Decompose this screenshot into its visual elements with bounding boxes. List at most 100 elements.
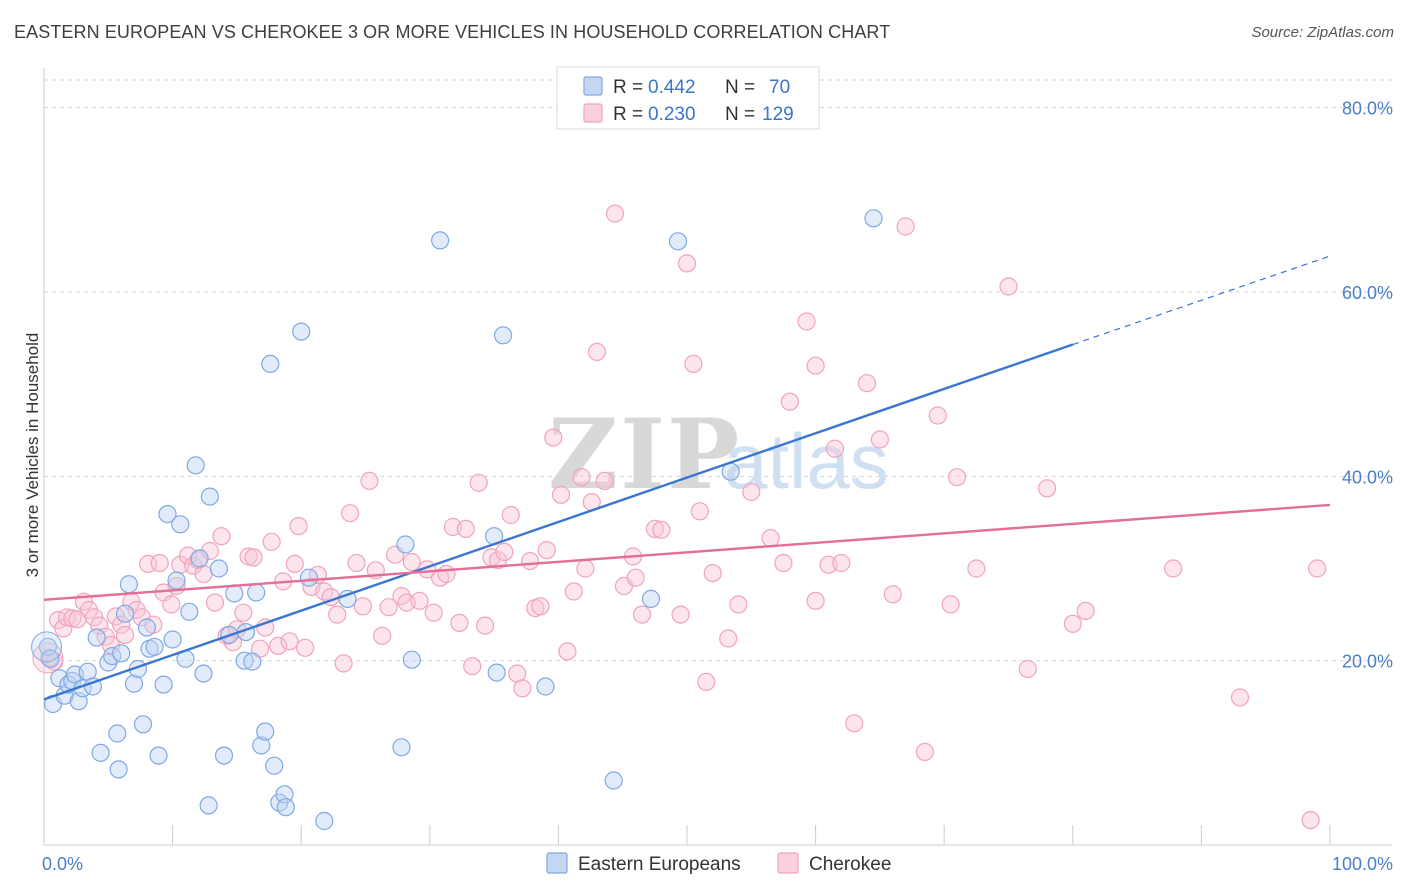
eastern-european-point-13 bbox=[91, 743, 110, 762]
y-tick-labels: 20.0% 40.0% 60.0% 80.0% bbox=[1342, 99, 1393, 672]
cherokee-point-128 bbox=[999, 277, 1018, 296]
cherokee-point-95 bbox=[605, 204, 625, 223]
eastern-european-point-58 bbox=[338, 589, 357, 609]
cherokee-point-81 bbox=[513, 679, 532, 698]
cherokee-point-106 bbox=[697, 672, 716, 692]
legend-swatch-pink bbox=[583, 103, 603, 123]
eastern-european-point-59 bbox=[392, 738, 411, 757]
cherokee-point-102 bbox=[671, 605, 690, 624]
cherokee-point-121 bbox=[883, 585, 902, 604]
y-tick-label-2: 60.0% bbox=[1342, 283, 1393, 303]
eastern-european-point-64 bbox=[487, 663, 506, 682]
series-legend: Eastern Europeans Cherokee bbox=[546, 852, 891, 875]
cherokee-point-132 bbox=[1076, 601, 1095, 621]
eastern-european-point-46 bbox=[243, 652, 262, 671]
cherokee-point-104 bbox=[684, 354, 703, 373]
y-axis-label: 3 or more Vehicles in Household bbox=[23, 333, 42, 578]
eastern-european-point-56 bbox=[299, 568, 318, 587]
eastern-european-point-29 bbox=[158, 504, 177, 524]
cherokee-point-57 bbox=[360, 471, 379, 490]
cherokee-point-60 bbox=[379, 598, 398, 617]
eastern-european-point-50 bbox=[261, 354, 280, 373]
series-legend-swatch-pink bbox=[777, 852, 799, 874]
cherokee-point-100 bbox=[645, 519, 665, 539]
eastern-european-point-19 bbox=[115, 604, 135, 623]
cherokee-point-15 bbox=[115, 625, 135, 645]
cherokee-point-21 bbox=[150, 553, 169, 573]
cherokee-point-114 bbox=[797, 312, 816, 331]
legend-n-label-2: N = bbox=[725, 104, 755, 125]
cherokee-point-111 bbox=[761, 528, 780, 548]
cherokee-point-29 bbox=[194, 564, 213, 584]
cherokee-point-44 bbox=[280, 632, 299, 651]
cherokee-point-31 bbox=[205, 593, 225, 612]
eastern-european-point-49 bbox=[256, 722, 275, 741]
source-credit: Source: ZipAtlas.com bbox=[1251, 24, 1394, 41]
eastern-european-point-38 bbox=[199, 796, 218, 815]
cherokee-point-36 bbox=[234, 603, 253, 622]
eastern-european-point-35 bbox=[186, 456, 205, 475]
cherokee-point-129 bbox=[1018, 659, 1037, 679]
eastern-european-trend-line bbox=[43, 343, 1074, 701]
eastern-european-point-53 bbox=[275, 785, 294, 804]
cherokee-point-94 bbox=[595, 471, 614, 490]
cherokee-point-119 bbox=[857, 374, 877, 393]
cherokee-point-103 bbox=[677, 254, 697, 273]
cherokee-point-130 bbox=[1037, 479, 1057, 498]
eastern-european-point-39 bbox=[200, 487, 219, 506]
cherokee-point-138 bbox=[825, 439, 845, 458]
cherokee-point-110 bbox=[742, 482, 761, 502]
eastern-european-point-23 bbox=[133, 715, 153, 734]
eastern-european-point-17 bbox=[109, 760, 128, 779]
x-tick-labels: 0.0% 100.0% bbox=[42, 854, 1393, 874]
cherokee-point-5 bbox=[63, 609, 82, 628]
cherokee-point-46 bbox=[289, 516, 308, 536]
eastern-european-point-27 bbox=[149, 746, 168, 765]
x-tick-label-0: 0.0% bbox=[42, 854, 83, 874]
cherokee-point-90 bbox=[572, 468, 591, 487]
eastern-european-point-47 bbox=[247, 583, 266, 602]
cherokee-point-137 bbox=[806, 356, 825, 375]
cherokee-point-136 bbox=[1307, 559, 1327, 578]
eastern-european-point-66 bbox=[536, 677, 555, 696]
eastern-european-point-31 bbox=[167, 571, 186, 590]
cherokee-point-85 bbox=[537, 540, 556, 560]
axes bbox=[43, 68, 1392, 846]
eastern-european-point-32 bbox=[171, 515, 190, 534]
cherokee-point-38 bbox=[244, 548, 263, 567]
cherokee-point-32 bbox=[212, 527, 231, 546]
legend-r-label-2: R = bbox=[613, 104, 643, 125]
x-tick-label-1: 100.0% bbox=[1332, 854, 1393, 874]
legend-n-label-1: N = bbox=[725, 77, 755, 98]
cherokee-point-117 bbox=[832, 553, 851, 573]
cherokee-point-67 bbox=[424, 603, 443, 622]
cherokee-point-82 bbox=[520, 551, 540, 571]
series-legend-label-1: Eastern Europeans bbox=[578, 854, 741, 875]
eastern-european-trend-extension bbox=[1072, 255, 1331, 346]
cherokee-point-53 bbox=[334, 654, 353, 673]
eastern-european-point-67 bbox=[604, 771, 623, 790]
cherokee-point-113 bbox=[780, 392, 800, 411]
cherokee-point-135 bbox=[1301, 810, 1320, 830]
cherokee-point-127 bbox=[967, 559, 986, 578]
cherokee-point-30 bbox=[200, 541, 219, 561]
legend-n-value-1: 70 bbox=[769, 77, 790, 98]
watermark-zip: ZIP bbox=[548, 398, 741, 511]
cherokee-point-79 bbox=[501, 505, 520, 525]
eastern-european-point-62 bbox=[431, 231, 450, 250]
cherokee-point-120 bbox=[870, 430, 890, 449]
cherokee-point-37 bbox=[239, 547, 258, 566]
cherokee-point-65 bbox=[410, 591, 429, 610]
eastern-european-point-68 bbox=[641, 589, 661, 609]
eastern-european-point-45 bbox=[235, 651, 254, 670]
cherokee-point-69 bbox=[437, 564, 456, 584]
cherokee-point-133 bbox=[1163, 559, 1183, 578]
cherokee-point-86 bbox=[544, 428, 563, 447]
cherokee-point-3 bbox=[54, 619, 73, 638]
cherokee-point-122 bbox=[896, 217, 915, 236]
cherokee-point-73 bbox=[463, 657, 482, 676]
cherokee-point-98 bbox=[626, 568, 645, 587]
cherokee-point-89 bbox=[564, 582, 583, 601]
cherokee-point-124 bbox=[928, 406, 947, 425]
